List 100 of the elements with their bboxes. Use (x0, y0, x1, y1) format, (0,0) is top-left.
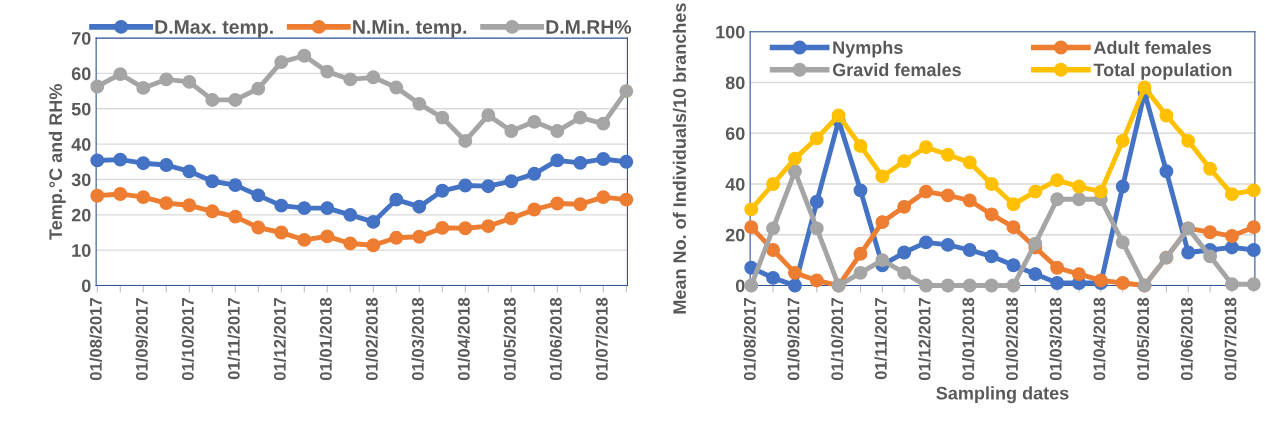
point (136, 80, 151, 95)
point (550, 153, 565, 168)
legend-label: D.M.RH% (546, 20, 632, 34)
point (1115, 133, 1130, 148)
point (366, 238, 381, 253)
point (940, 147, 955, 162)
point (1006, 197, 1021, 212)
point (205, 204, 220, 219)
x-tick-label: 01/04/2018 (1093, 297, 1106, 381)
point (940, 237, 955, 252)
point (1203, 225, 1218, 240)
point (744, 220, 759, 235)
point (919, 184, 933, 199)
x-tick-label: 01/11/2017 (874, 298, 887, 380)
point (1203, 249, 1218, 264)
point (90, 153, 105, 168)
point (984, 207, 999, 222)
legend-label: D.Max. temp. (155, 20, 273, 38)
y-tick-label: 50 (71, 102, 91, 116)
point (550, 196, 565, 211)
point (619, 84, 634, 99)
point (984, 177, 999, 191)
point (366, 214, 381, 229)
y-tick-label: 80 (725, 76, 745, 90)
point (504, 174, 519, 189)
x-tick-label: 01/06/2018 (549, 297, 562, 381)
x-tick-label: 01/01/2018 (961, 297, 975, 381)
point (596, 116, 611, 131)
point (1246, 277, 1261, 292)
y-tick-label: 20 (71, 208, 91, 222)
x-tick-label: 01/01/2018 (319, 297, 332, 381)
point (744, 202, 759, 217)
y-tick-label: 60 (71, 67, 91, 81)
point (875, 215, 890, 230)
point (897, 199, 912, 214)
point (320, 201, 335, 216)
x-tick-label: 01/12/2017 (918, 298, 931, 381)
point (809, 273, 824, 288)
point (1246, 220, 1261, 235)
y-tick-label: 100 (716, 25, 745, 39)
point (940, 188, 955, 203)
point (481, 108, 496, 123)
x-tick-label: 01/07/2018 (595, 297, 608, 381)
point (1115, 179, 1130, 194)
point (1224, 187, 1239, 202)
legend-label: Total population (1093, 63, 1232, 80)
x-tick-label: 01/06/2018 (1180, 297, 1193, 381)
point (1159, 164, 1174, 179)
x-tick-label: 01/05/2018 (1136, 297, 1150, 381)
point (343, 72, 358, 87)
point (458, 133, 473, 148)
point (90, 79, 105, 94)
point (458, 221, 473, 236)
point (274, 198, 289, 213)
y-tick-label: 10 (72, 244, 91, 257)
point (809, 221, 824, 236)
point (596, 152, 611, 166)
point (1246, 183, 1261, 198)
point (573, 110, 588, 125)
x-tick-label: 01/08/2017 (743, 298, 756, 381)
point (527, 202, 542, 217)
point (619, 154, 634, 169)
y-tick-label: 70 (71, 32, 91, 45)
point (182, 74, 197, 89)
x-tick-label: 01/03/2018 (411, 297, 424, 381)
point (1028, 267, 1043, 282)
point (205, 174, 220, 189)
point (1115, 276, 1130, 290)
point (228, 92, 243, 107)
y-tick-label: 20 (725, 228, 745, 242)
point (389, 80, 404, 95)
point (159, 72, 174, 87)
point (853, 138, 868, 153)
point (809, 194, 824, 209)
point (1224, 229, 1239, 243)
point (90, 188, 105, 203)
point (853, 246, 868, 261)
point (251, 220, 266, 235)
x-tick-label: 01/08/2017 (89, 298, 102, 381)
x-tick-label: 01/05/2018 (503, 297, 516, 381)
legend-label: Adult females (1093, 40, 1212, 55)
x-tick-label: 01/09/2017 (135, 298, 148, 381)
x-tick-label: 01/10/2017 (181, 298, 194, 381)
point (159, 158, 174, 172)
point (787, 278, 802, 293)
point (1115, 235, 1130, 250)
point (919, 140, 933, 155)
point (766, 243, 781, 257)
point (897, 245, 912, 260)
point (205, 92, 220, 107)
point (1028, 236, 1043, 251)
point (1050, 276, 1065, 290)
point (787, 151, 802, 166)
x-tick-label: 01/03/2018 (1049, 297, 1062, 381)
point (962, 243, 977, 257)
point (251, 188, 266, 203)
point (481, 179, 496, 194)
x-tick-label: 01/02/2018 (1005, 297, 1019, 381)
point (897, 265, 912, 280)
point (1072, 179, 1086, 194)
